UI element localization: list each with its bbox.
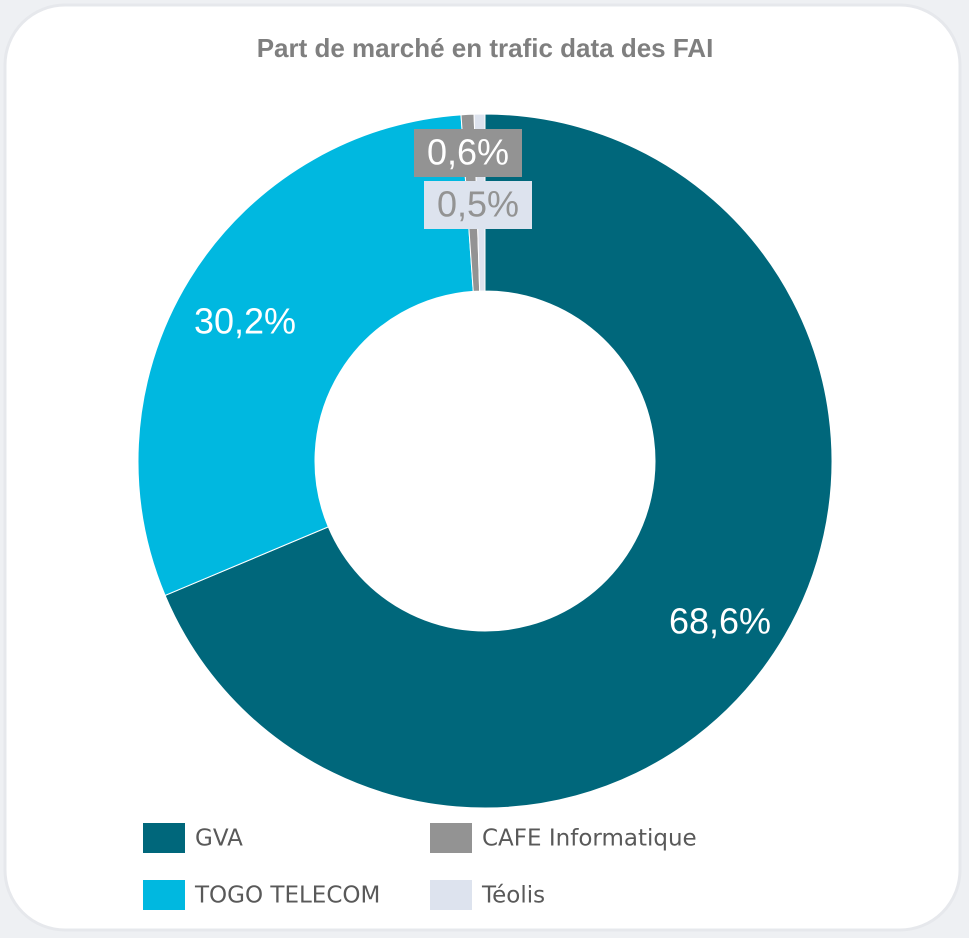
data-label: 30,2%: [194, 301, 296, 342]
legend-label: Téolis: [481, 883, 545, 909]
legend-label: TOGO TELECOM: [194, 883, 380, 909]
legend-swatch: [430, 880, 472, 910]
legend-swatch: [143, 880, 185, 910]
label-box: [414, 129, 522, 177]
legend-swatch: [143, 823, 185, 853]
data-label: 68,6%: [669, 601, 771, 642]
data-label: 0,6%: [427, 132, 509, 173]
donut-slice: [164, 113, 833, 809]
legend-label: GVA: [195, 826, 243, 852]
data-label: 0,5%: [437, 184, 519, 225]
legend-label: CAFE Informatique: [482, 826, 697, 852]
donut-slice: [137, 114, 474, 597]
label-box: [424, 181, 532, 229]
chart-title: Part de marché en trafic data des FAI: [257, 33, 714, 63]
legend-swatch: [430, 823, 472, 853]
